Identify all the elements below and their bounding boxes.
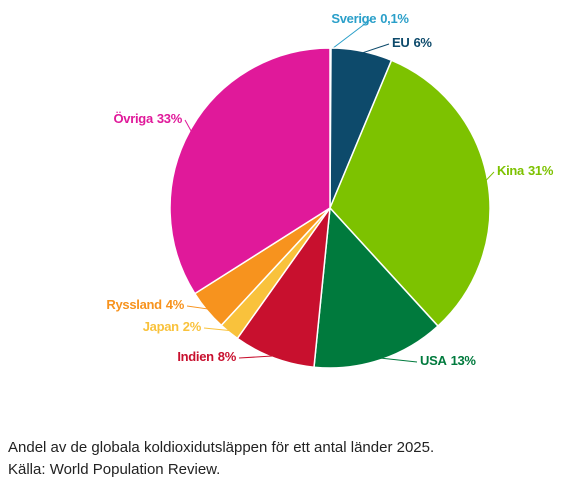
slice-label: USA 13% — [420, 353, 476, 368]
slice-label: Indien 8% — [177, 349, 236, 364]
category-label: EU — [392, 35, 409, 50]
value-label: 31% — [528, 163, 554, 178]
leader-line — [186, 305, 209, 310]
leader-line — [184, 119, 193, 133]
category-label: Sverige — [331, 11, 376, 26]
pie-slice — [169, 47, 331, 295]
pie-slice — [329, 59, 491, 328]
source: Källa: World Population Review. — [8, 461, 220, 478]
category-label: Japan — [143, 319, 179, 334]
slice-label: Ryssland 4% — [106, 297, 184, 312]
value-label: 0,1% — [380, 11, 409, 26]
caption: Andel av de globala koldioxidutsläppen f… — [8, 439, 434, 456]
value-label: 6% — [413, 35, 432, 50]
slice-label: Kina 31% — [497, 163, 554, 178]
value-label: 4% — [166, 297, 185, 312]
value-label: 13% — [451, 353, 477, 368]
leader-line — [361, 43, 390, 54]
leader-line — [203, 327, 231, 332]
leader-line — [330, 19, 371, 51]
slice-label: Övriga 33% — [113, 111, 182, 126]
category-label: Ryssland — [106, 297, 162, 312]
leader-line — [485, 171, 495, 182]
category-label: Indien — [177, 349, 214, 364]
leader-line — [238, 355, 275, 359]
category-label: Kina — [497, 163, 525, 178]
category-label: USA — [420, 353, 447, 368]
slice-label: Sverige 0,1% — [331, 11, 409, 26]
pie-slice — [313, 206, 440, 369]
value-label: 2% — [183, 319, 202, 334]
leader-line — [379, 357, 418, 363]
slice-label: Japan 2% — [143, 319, 202, 334]
slice-label: EU 6% — [392, 35, 432, 50]
category-label: Övriga — [113, 111, 153, 126]
value-label: 33% — [157, 111, 183, 126]
value-label: 8% — [218, 349, 237, 364]
